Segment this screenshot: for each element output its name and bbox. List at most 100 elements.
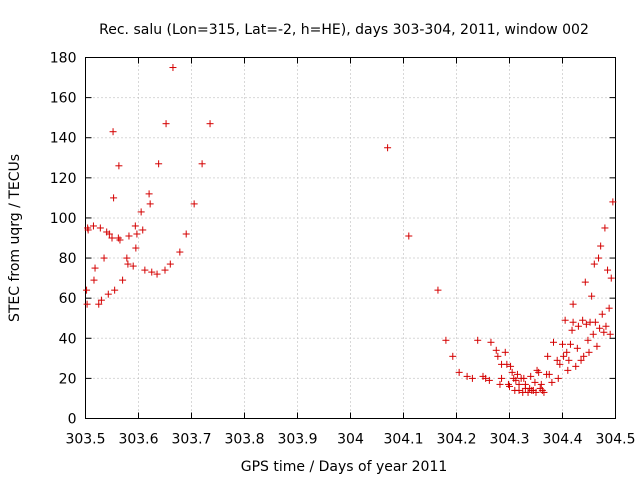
data-point [559, 340, 566, 348]
data-point [609, 198, 617, 206]
data-point [532, 388, 540, 396]
y-tick-label: 160 [50, 91, 77, 107]
data-point [590, 260, 598, 268]
data-point [548, 378, 556, 386]
data-point [501, 348, 509, 356]
data-point [565, 356, 573, 364]
data-point [598, 310, 606, 318]
x-tick-label: 304.1 [383, 432, 423, 448]
data-point [606, 330, 614, 338]
data-point [604, 266, 612, 274]
data-point [206, 120, 214, 128]
data-point [595, 254, 603, 262]
data-point [498, 374, 506, 382]
data-point [95, 300, 103, 308]
data-point [569, 300, 577, 308]
data-point [554, 374, 562, 382]
x-tick-label: 304.4 [542, 432, 582, 448]
data-points [83, 64, 617, 396]
y-tick-label: 180 [50, 51, 77, 67]
data-point [596, 324, 604, 332]
data-point [515, 386, 523, 394]
x-tick-label: 303.9 [277, 432, 317, 448]
data-point [141, 266, 149, 274]
x-axis: 303.5 303.6 303.7 303.8 303.9 304 304.1 304.2 30… [65, 57, 636, 448]
data-point [537, 380, 545, 388]
data-point [146, 200, 154, 208]
data-point [449, 352, 457, 360]
data-point [96, 224, 104, 232]
data-point [589, 330, 597, 338]
y-tick-label: 120 [50, 171, 77, 187]
data-point [492, 346, 500, 354]
y-tick-label: 20 [59, 371, 77, 387]
data-point [588, 292, 596, 300]
x-tick-label: 304.3 [489, 432, 529, 448]
data-point [129, 262, 137, 270]
data-point [139, 226, 147, 234]
chart-title: Rec. salu (Lon=315, Lat=-2, h=HE), days … [99, 22, 589, 38]
data-point [91, 264, 99, 272]
data-point [496, 380, 504, 388]
data-point [384, 144, 392, 152]
data-point [176, 248, 184, 256]
data-point [110, 194, 118, 202]
data-point [573, 344, 581, 352]
data-point [97, 296, 105, 304]
data-point [566, 340, 574, 348]
data-point [468, 374, 476, 382]
data-point [593, 342, 601, 350]
x-axis-label: GPS time / Days of year 2011 [241, 459, 448, 475]
data-point [485, 376, 493, 384]
data-point [111, 286, 119, 294]
y-axis-label: STEC from uqrg / TECUs [7, 154, 23, 322]
data-point [520, 374, 528, 382]
data-point [605, 304, 613, 312]
data-point [104, 290, 112, 298]
data-point [137, 208, 145, 216]
data-point [89, 222, 97, 230]
data-point [515, 380, 523, 388]
data-point [572, 362, 580, 370]
data-point [591, 318, 599, 326]
y-tick-label: 140 [50, 131, 77, 147]
data-point [577, 356, 585, 364]
data-point [405, 232, 413, 240]
data-point [600, 328, 608, 336]
data-point [116, 236, 124, 244]
data-point [507, 362, 515, 370]
data-point [125, 232, 133, 240]
data-point [512, 376, 520, 384]
x-tick-label: 303.7 [171, 432, 211, 448]
x-tick-label: 304 [337, 432, 364, 448]
data-point [148, 268, 156, 276]
data-point [508, 368, 516, 376]
data-point [601, 224, 609, 232]
data-point [531, 378, 539, 386]
x-tick-label: 304.2 [436, 432, 476, 448]
data-point [607, 274, 615, 282]
data-point [109, 128, 117, 136]
data-point [524, 388, 532, 396]
data-point [540, 388, 548, 396]
data-point [474, 336, 482, 344]
data-point [83, 300, 91, 308]
data-point [482, 374, 490, 382]
data-point [535, 368, 543, 376]
data-point [560, 352, 568, 360]
y-tick-label: 80 [59, 251, 77, 267]
data-point [503, 360, 511, 368]
data-point [161, 266, 169, 274]
x-tick-label: 303.5 [65, 432, 105, 448]
data-point [544, 352, 552, 360]
data-point [108, 234, 116, 242]
data-point [155, 160, 163, 168]
data-point [434, 286, 442, 294]
data-point [442, 336, 450, 344]
data-point [90, 276, 98, 284]
data-point [582, 320, 590, 328]
data-point [574, 322, 582, 330]
data-point [506, 382, 513, 390]
data-point [585, 348, 593, 356]
grid-lines [85, 57, 616, 419]
